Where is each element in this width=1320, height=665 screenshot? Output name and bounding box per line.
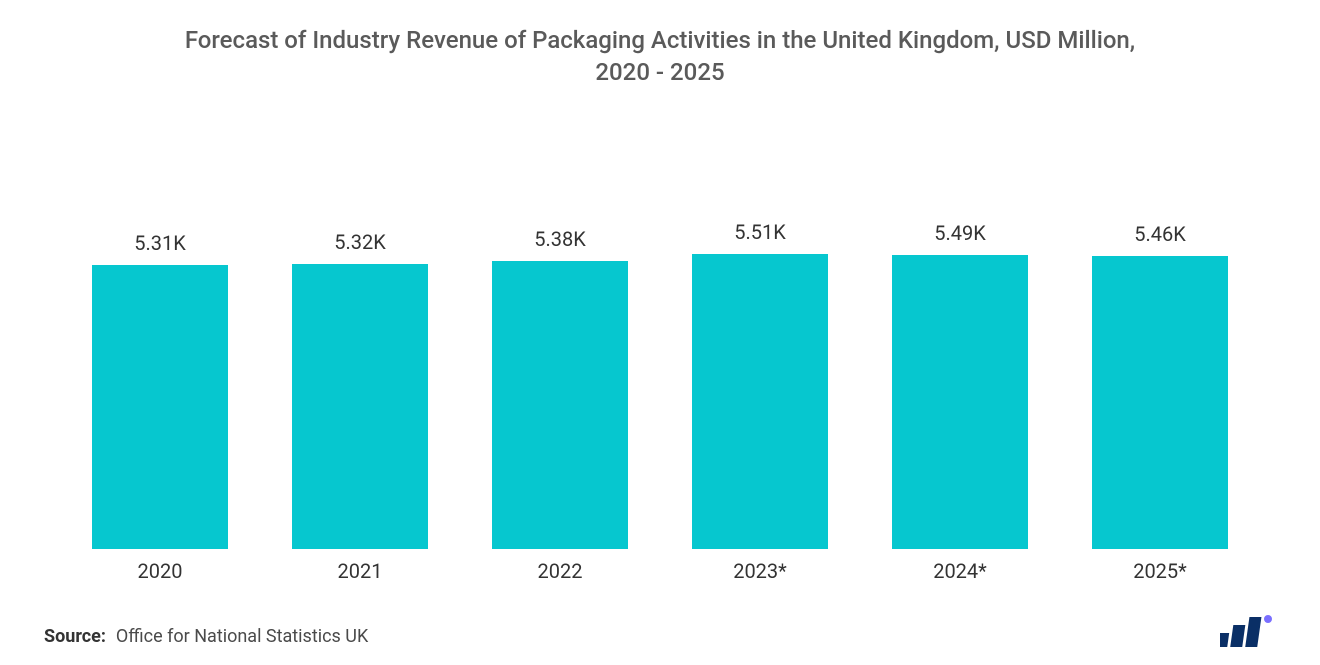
bar-value-label: 5.32K xyxy=(334,230,386,254)
x-axis-label: 2020 xyxy=(60,559,260,583)
bar-column: 5.46K xyxy=(1060,169,1260,549)
bar xyxy=(492,261,628,549)
bar-column: 5.51K xyxy=(660,169,860,549)
bar-value-label: 5.46K xyxy=(1134,222,1186,246)
bar-value-label: 5.49K xyxy=(934,221,986,245)
bar xyxy=(1092,256,1228,549)
bar-column: 5.49K xyxy=(860,169,1060,549)
chart-title: Forecast of Industry Revenue of Packagin… xyxy=(185,24,1135,89)
bar xyxy=(692,254,828,549)
bar-column: 5.31K xyxy=(60,169,260,549)
brand-logo xyxy=(1220,617,1276,647)
chart-plot-area: 5.31K 5.32K 5.38K 5.51K 5.49K 5.46K xyxy=(40,99,1280,549)
chart-x-axis: 2020202120222023*2024*2025* xyxy=(40,549,1280,583)
x-axis-label: 2024* xyxy=(860,559,1060,583)
chart-title-line2: 2020 - 2025 xyxy=(185,56,1135,88)
x-axis-label: 2022 xyxy=(460,559,660,583)
bar-column: 5.38K xyxy=(460,169,660,549)
x-axis-label: 2025* xyxy=(1060,559,1260,583)
source-text: Office for National Statistics UK xyxy=(116,626,368,647)
x-axis-label: 2023* xyxy=(660,559,860,583)
bar-value-label: 5.31K xyxy=(134,231,186,255)
bar xyxy=(292,264,428,549)
bar-value-label: 5.38K xyxy=(534,227,586,251)
brand-logo-icon xyxy=(1220,613,1276,647)
bar-column: 5.32K xyxy=(260,169,460,549)
chart-frame: Forecast of Industry Revenue of Packagin… xyxy=(0,0,1320,665)
source-label: Source: xyxy=(44,626,106,647)
bar xyxy=(92,265,228,549)
source-line: Source: Office for National Statistics U… xyxy=(44,626,368,647)
x-axis-label: 2021 xyxy=(260,559,460,583)
bar xyxy=(892,255,1028,549)
bar-value-label: 5.51K xyxy=(734,220,786,244)
chart-title-line1: Forecast of Industry Revenue of Packagin… xyxy=(185,24,1135,56)
chart-footer: Source: Office for National Statistics U… xyxy=(40,617,1280,647)
